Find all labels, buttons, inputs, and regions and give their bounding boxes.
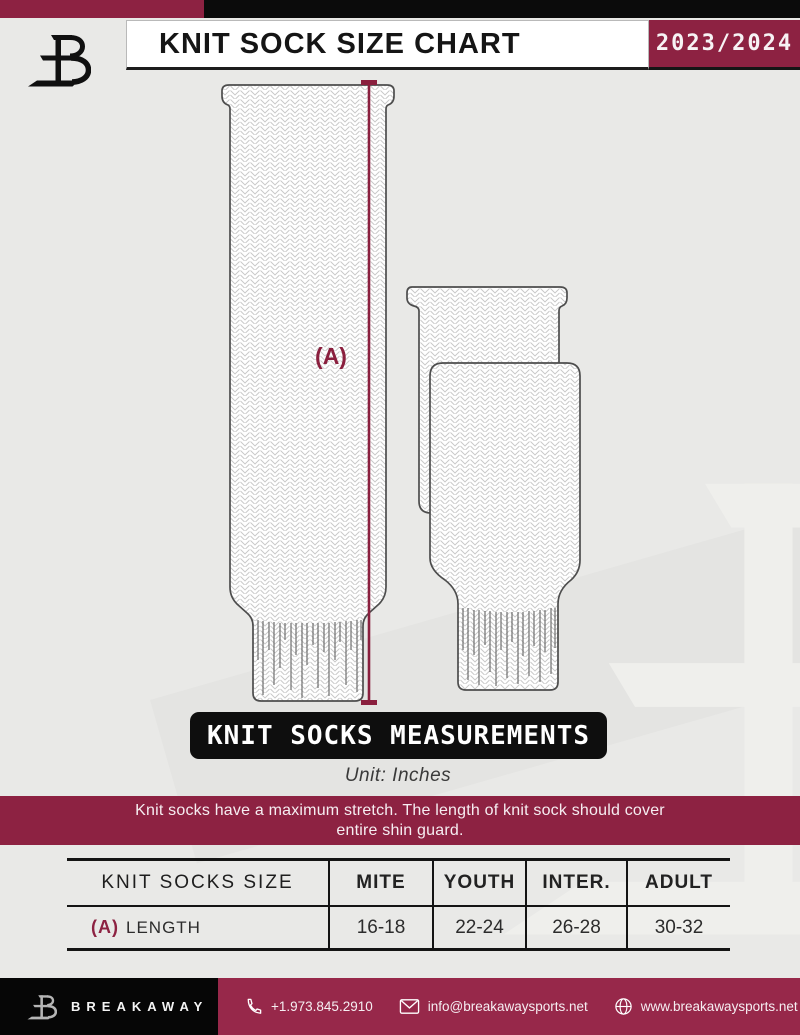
dimension-a-label: (A)	[315, 343, 347, 369]
top-strip-maroon	[0, 0, 204, 18]
measurements-banner-label: KNIT SOCKS MEASUREMENTS	[206, 720, 591, 751]
page-title: KNIT SOCK SIZE CHART	[159, 27, 521, 60]
sock-folded-rib-lines	[462, 608, 556, 686]
row-length-label: LENGTH	[126, 917, 201, 937]
value-inter: 26-28	[525, 907, 626, 948]
sock-large	[221, 84, 395, 702]
email-icon	[399, 999, 419, 1014]
note-line-2: entire shin guard.	[336, 821, 464, 839]
sock-folded	[429, 362, 581, 691]
stretch-note-banner: Knit socks have a maximum stretch. The l…	[0, 796, 800, 845]
col-header-inter: INTER.	[525, 861, 626, 905]
value-youth: 22-24	[432, 907, 525, 948]
note-line-1: Knit socks have a maximum stretch. The l…	[135, 801, 665, 819]
size-table: KNIT SOCKS SIZE MITE YOUTH INTER. ADULT …	[67, 858, 730, 951]
footer-phone-text: +1.973.845.2910	[271, 999, 373, 1014]
season-label: 2023/2024	[655, 31, 794, 56]
measurements-banner: KNIT SOCKS MEASUREMENTS	[190, 712, 607, 759]
value-mite: 16-18	[328, 907, 432, 948]
row-label-cell: (A) LENGTH	[67, 907, 328, 948]
footer-website[interactable]: www.breakawaysports.net	[614, 997, 798, 1016]
table-header-row: KNIT SOCKS SIZE MITE YOUTH INTER. ADULT	[67, 861, 730, 907]
footer-contact-bar: +1.973.845.2910 info@breakawaysports.net…	[218, 978, 800, 1035]
globe-icon	[615, 998, 632, 1015]
measurement-line-a	[361, 80, 377, 705]
row-dim-label: (A)	[91, 917, 119, 937]
sock-large-rib-lines	[257, 620, 362, 698]
footer-brand-name: BREAKAWAY	[71, 999, 209, 1014]
footer-email-text: info@breakawaysports.net	[427, 999, 588, 1014]
footer: BREAKAWAY +1.973.845.2910 info@breakaway…	[0, 978, 800, 1035]
col-header-adult: ADULT	[626, 861, 730, 905]
top-strip-black	[204, 0, 800, 18]
col-header-size: KNIT SOCKS SIZE	[101, 872, 294, 893]
footer-phone[interactable]: +1.973.845.2910	[244, 997, 373, 1016]
footer-email[interactable]: info@breakawaysports.net	[399, 998, 588, 1015]
season-badge: 2023/2024	[649, 20, 800, 70]
title-box: KNIT SOCK SIZE CHART	[126, 20, 649, 70]
sock-diagram: (A)	[221, 80, 581, 705]
footer-brand-block: BREAKAWAY	[0, 978, 218, 1035]
col-header-youth: YOUTH	[432, 861, 525, 905]
col-header-mite: MITE	[328, 861, 432, 905]
footer-breakaway-logo-icon	[27, 992, 57, 1022]
table-row-length: (A) LENGTH 16-18 22-24 26-28 30-32	[67, 907, 730, 948]
phone-icon	[247, 998, 262, 1014]
value-adult: 30-32	[626, 907, 730, 948]
footer-website-text: www.breakawaysports.net	[640, 999, 798, 1014]
unit-label: Unit: Inches	[344, 765, 452, 786]
